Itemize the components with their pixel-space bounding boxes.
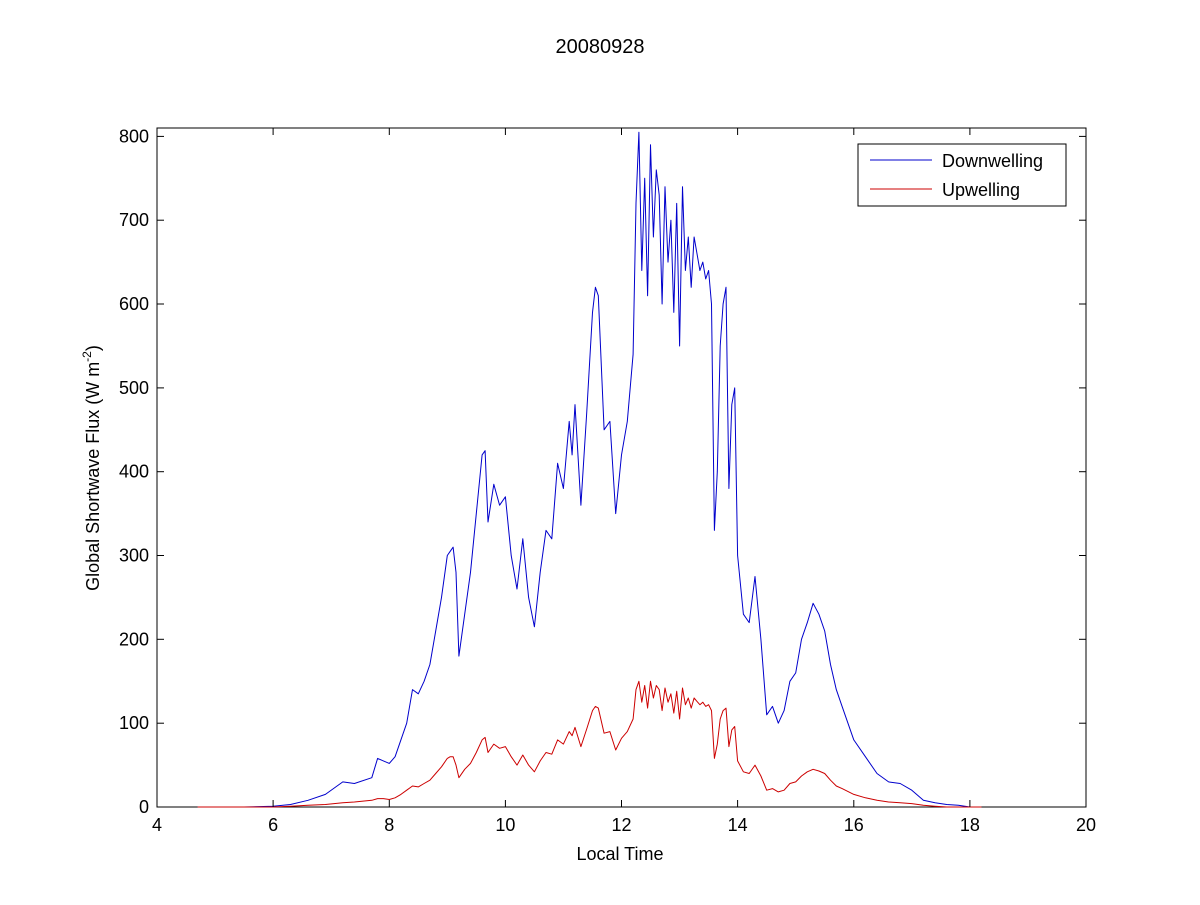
plot-frame (156, 127, 1087, 808)
y-axis-label: Global Shortwave Flux (W m-2) (80, 345, 103, 591)
y-tick-label: 700 (119, 210, 149, 230)
y-axis-label-main: Global Shortwave Flux (W m (83, 362, 103, 591)
x-tick-label: 6 (268, 815, 278, 835)
x-tick-label: 14 (728, 815, 748, 835)
legend-label-upwelling: Upwelling (942, 180, 1020, 200)
y-tick-label: 100 (119, 713, 149, 733)
y-tick-label: 200 (119, 629, 149, 649)
x-tick-label: 18 (960, 815, 980, 835)
x-tick-label: 10 (495, 815, 515, 835)
y-tick-label: 400 (119, 462, 149, 482)
x-tick-label: 4 (152, 815, 162, 835)
legend-label-downwelling: Downwelling (942, 151, 1043, 171)
x-tick-label: 20 (1076, 815, 1096, 835)
series-layer (197, 131, 982, 808)
series-line-downwelling (197, 131, 982, 808)
y-axis-label-superscript: -2 (80, 351, 94, 362)
x-tick-label: 12 (611, 815, 631, 835)
y-tick-label: 800 (119, 126, 149, 146)
y-tick-label: 600 (119, 294, 149, 314)
legend-box (857, 143, 1067, 207)
y-tick-label: 0 (139, 797, 149, 817)
legend: Downwelling Upwelling (857, 143, 1067, 207)
x-axis-label: Local Time (576, 844, 663, 864)
chart-title: 20080928 (556, 36, 645, 58)
x-tick-label: 8 (384, 815, 394, 835)
y-tick-label: 500 (119, 378, 149, 398)
series-line-upwelling (197, 680, 982, 808)
y-tick-label: 300 (119, 546, 149, 566)
y-axis-label-end: ) (83, 345, 103, 351)
x-tick-label: 16 (844, 815, 864, 835)
